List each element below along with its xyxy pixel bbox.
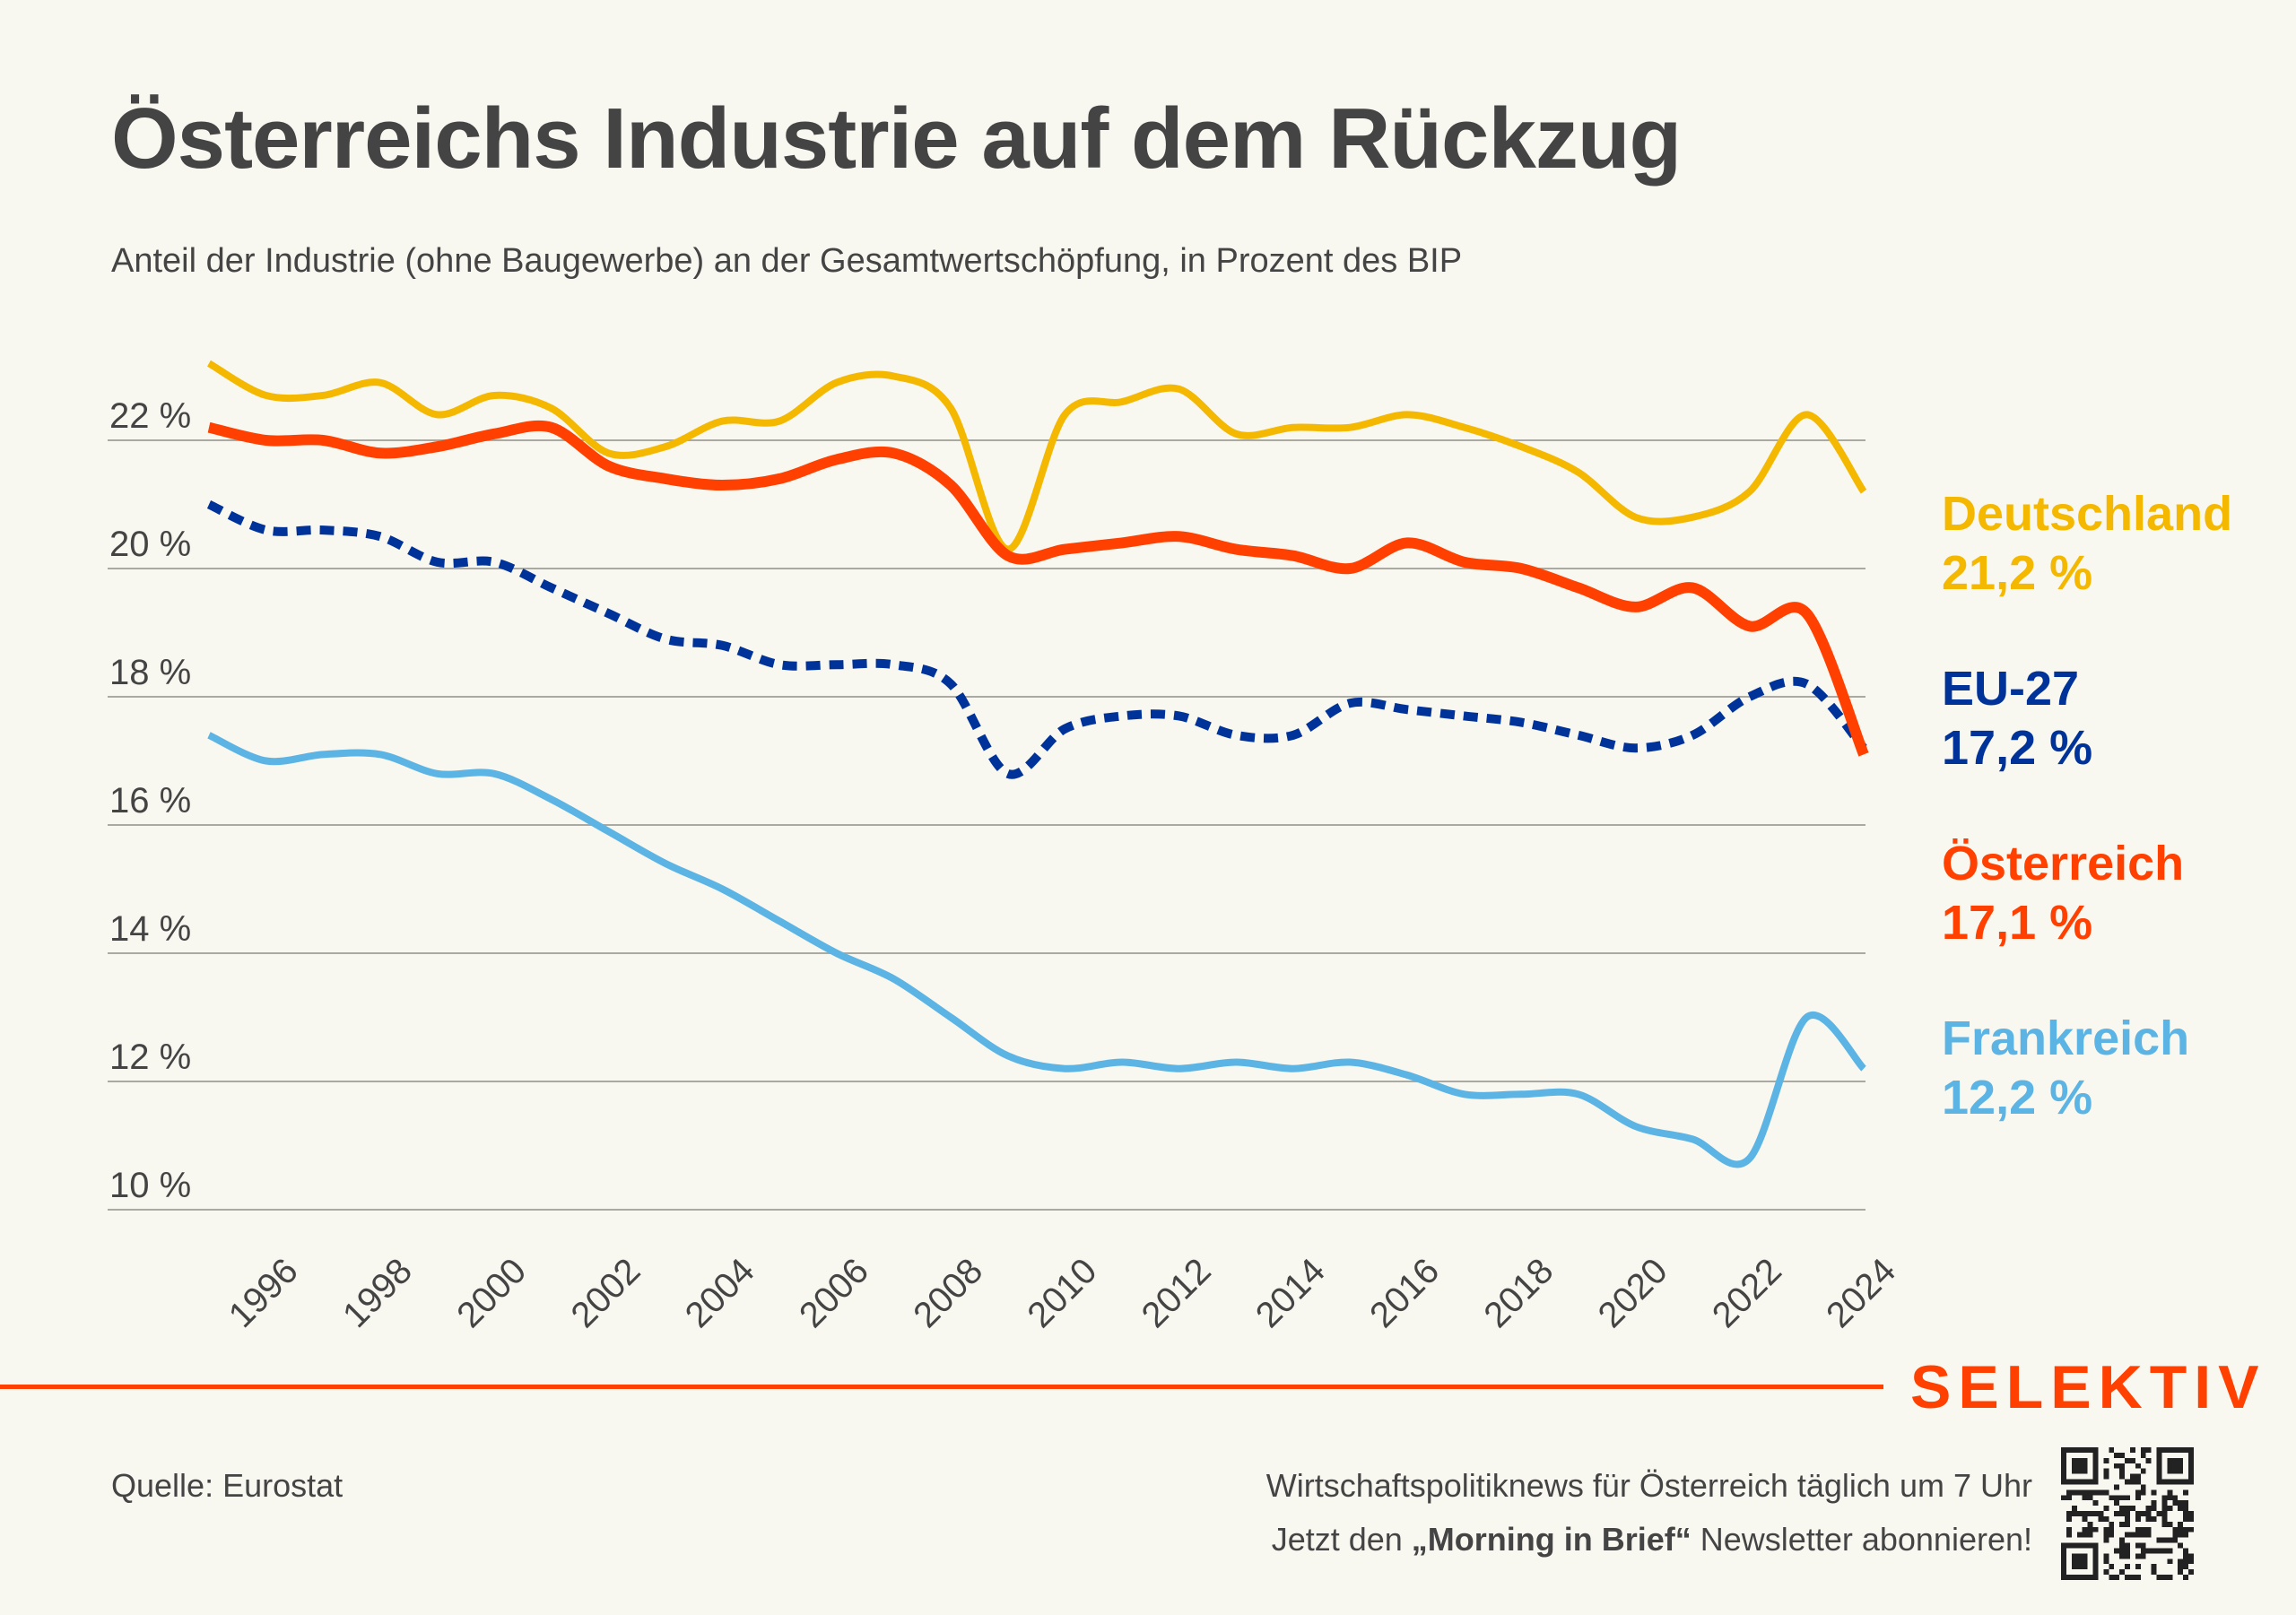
x-tick-label: 2006 [792,1251,876,1335]
series-line--sterreich [207,420,1869,757]
legend-name: EU-27 [1942,662,2080,716]
promo-pre: Jetzt den [1271,1521,1412,1558]
x-tick-label: 2012 [1135,1251,1219,1335]
legend-name: Österreich [1942,837,2185,890]
x-tick-label: 1996 [222,1251,306,1335]
promo-post: Newsletter abonnieren! [1691,1521,2032,1558]
qr-code-icon[interactable] [2061,1447,2194,1580]
x-tick-label: 2022 [1705,1251,1789,1335]
legend-value: 21,2 % [1942,546,2093,600]
gridlines [108,439,1866,1211]
x-tick-label: 2020 [1591,1251,1675,1335]
source-note: Quelle: Eurostat [111,1467,344,1504]
x-tick-label: 1998 [335,1251,420,1335]
x-tick-label: 2002 [563,1251,648,1335]
series-line-frankreich [207,732,1866,1168]
x-tick-label: 2008 [906,1251,990,1335]
y-tick-label: 20 % [109,525,191,564]
legend-frankreich: Frankreich 12,2 % [1942,1009,2189,1127]
legend-value: 17,1 % [1942,896,2093,950]
legend-value: 17,2 % [1942,721,2093,775]
legend-value: 12,2 % [1942,1071,2093,1124]
x-tick-label: 2004 [678,1251,762,1335]
series-line-deutschland [206,360,1867,553]
legend-eu27: EU-27 17,2 % [1942,659,2092,777]
series-line-eu-27 [206,499,1867,779]
page-title: Österreichs Industrie auf dem Rückzug [111,91,1682,187]
x-tick-label: 2000 [449,1251,534,1335]
promo-line-1: Wirtschaftspolitiknews für Österreich tä… [1265,1467,2032,1504]
footer-divider [0,1385,1883,1389]
x-tick-label: 2024 [1819,1251,1903,1335]
y-axis-labels: 10 % 12 % 14 % 16 % 18 % 20 % 22 % [109,396,191,1205]
y-tick-label: 16 % [109,781,191,821]
x-tick-label: 2010 [1020,1251,1104,1335]
x-axis-labels: 1996 1998 2000 2002 2004 2006 2008 2010 2012 2014… [222,1251,1903,1335]
brand-logo: SELEKTIV [1910,1353,2266,1421]
y-tick-label: 10 % [109,1166,191,1205]
legend-deutschland: Deutschland 21,2 % [1942,484,2232,603]
y-tick-label: 22 % [109,396,191,436]
y-tick-label: 18 % [109,653,191,692]
legend-name: Deutschland [1942,487,2233,541]
chart-subtitle: Anteil der Industrie (ohne Baugewerbe) a… [111,242,1463,280]
x-tick-label: 2016 [1362,1251,1447,1335]
promo-line-2[interactable]: Jetzt den „Morning in Brief“ Newsletter … [1272,1521,2032,1559]
y-tick-label: 14 % [109,909,191,949]
newsletter-name: „Morning in Brief“ [1411,1521,1692,1558]
legend-name: Frankreich [1942,1012,2190,1065]
legend-oesterreich: Österreich 17,1 % [1942,834,2184,952]
line-chart: 10 % 12 % 14 % 16 % 18 % 20 % 22 % 1996 1998 200… [108,360,1903,1335]
x-tick-label: 2014 [1248,1251,1333,1335]
x-tick-label: 2018 [1476,1251,1561,1335]
series-lines [206,360,1869,1168]
y-tick-label: 12 % [109,1038,191,1077]
